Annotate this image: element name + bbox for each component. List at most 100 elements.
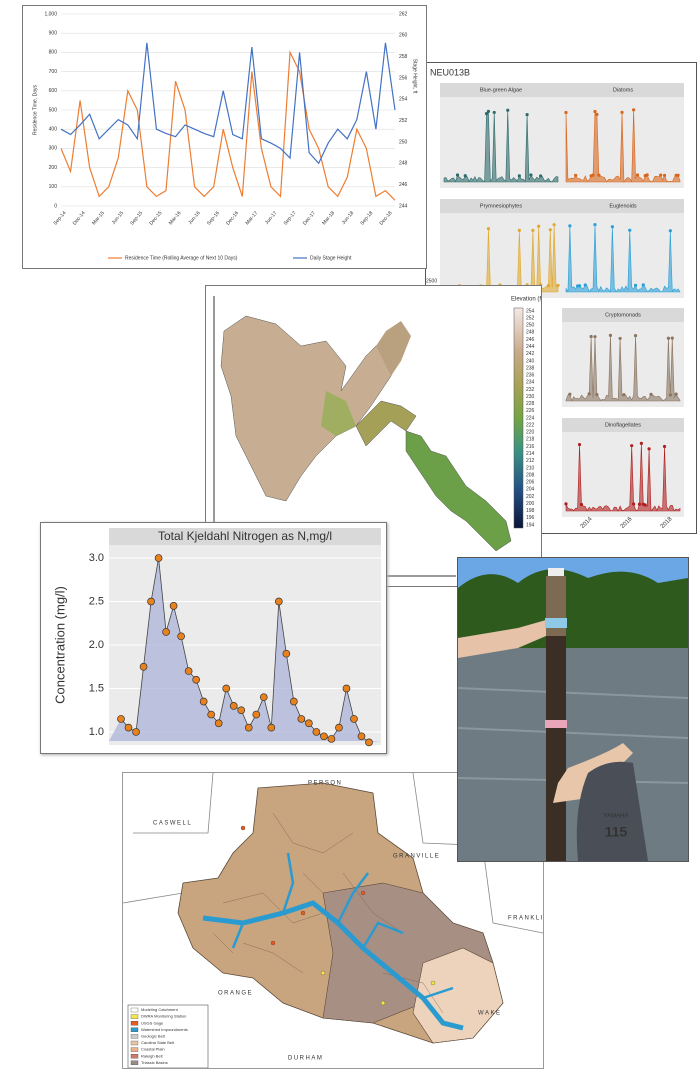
series-line	[61, 43, 395, 164]
legend-value: 210	[526, 465, 535, 471]
y2-tick-label: 254	[399, 97, 408, 103]
data-point	[366, 739, 373, 746]
legend-value: 212	[526, 458, 535, 464]
y-tick-label: 800	[49, 50, 58, 56]
y2-tick-label: 262	[399, 11, 408, 17]
data-point	[328, 735, 335, 742]
legend-label: USGS Gage	[141, 1020, 164, 1025]
y2-tick-label: 246	[399, 182, 408, 188]
legend-swatch	[131, 1054, 138, 1058]
x-tick-label: Mar-16	[168, 210, 183, 226]
legend-value: 224	[526, 415, 535, 421]
legend-label: Residence Time (Rolling Average of Next …	[125, 255, 238, 261]
legend-label: Geologic Belt	[141, 1033, 166, 1038]
data-point	[335, 724, 342, 731]
data-point	[140, 663, 147, 670]
data-point	[253, 711, 260, 718]
data-point	[193, 676, 200, 683]
x-tick-label: 2016	[620, 516, 634, 530]
data-point	[305, 720, 312, 727]
data-point	[155, 555, 162, 562]
county-label: GRANVILLE	[393, 854, 440, 860]
county-label: DURHAM	[288, 1056, 323, 1062]
y-tick-label: 900	[49, 31, 58, 37]
legend-swatch	[131, 1008, 138, 1012]
data-point	[170, 602, 177, 609]
station	[381, 1001, 385, 1005]
facet-label: Blue-green Algae	[480, 87, 522, 93]
legend-swatch	[131, 1015, 138, 1019]
x-tick-label: 2014	[580, 516, 594, 530]
cap	[548, 568, 564, 576]
y-tick-label: 1.5	[89, 682, 104, 694]
page: NEU013BBlue-green AlgaeDiatomsPrymnesiop…	[0, 0, 699, 1067]
data-point	[208, 711, 215, 718]
legend-swatch	[131, 1028, 138, 1032]
data-point	[343, 685, 350, 692]
legend-label: Daily Stage Height	[310, 255, 352, 261]
legend-value: 248	[526, 330, 535, 336]
station	[241, 826, 245, 830]
facet-label: Prymnesiophytes	[480, 203, 522, 209]
y-tick-label: 2500	[426, 278, 437, 284]
data-point	[185, 668, 192, 675]
legend-value: 252	[526, 315, 535, 321]
legend-title: Elevation (ft)	[511, 297, 542, 303]
data-point	[125, 724, 132, 731]
y2-tick-label: 258	[399, 54, 408, 60]
y2-tick-label: 256	[399, 75, 408, 81]
residence-chart: 01002003004005006007008009001,0002442462…	[22, 5, 427, 269]
data-point	[313, 728, 320, 735]
data-point	[298, 715, 305, 722]
water	[458, 648, 688, 861]
data-point	[200, 698, 207, 705]
tkn-chart: 1.01.52.02.53.0Total Kjeldahl Nitrogen a…	[40, 522, 387, 754]
legend-value: 216	[526, 444, 535, 450]
x-tick-label: 2018	[660, 516, 674, 530]
data-point	[238, 707, 245, 714]
county-label: ORANGE	[218, 991, 253, 997]
x-tick-label: Sep-14	[53, 210, 68, 226]
legend-value: 206	[526, 480, 535, 486]
data-point	[223, 685, 230, 692]
y-tick-label: 400	[49, 127, 58, 133]
legend-value: 232	[526, 387, 535, 393]
color-bar	[514, 308, 523, 528]
y-tick-label: 3.0	[89, 552, 104, 564]
legend-value: 202	[526, 494, 535, 500]
county-label: FRANKLIN	[508, 916, 544, 922]
data-point	[148, 598, 155, 605]
y2-tick-label: 260	[399, 33, 408, 39]
legend-value: 228	[526, 401, 535, 407]
motor-brand: YAMAHA	[604, 814, 629, 820]
legend-value: 222	[526, 422, 535, 428]
legend-value: 254	[526, 308, 535, 314]
facet-label: Euglenoids	[609, 203, 636, 209]
y2-tick-label: 250	[399, 139, 408, 145]
facet-label: Dinoflagellates	[605, 422, 641, 428]
x-tick-label: Dec-18	[379, 210, 394, 226]
legend-value: 208	[526, 472, 535, 478]
facet-label: Cryptomonads	[605, 312, 641, 318]
legend-value: 238	[526, 365, 535, 371]
motor-label: 115	[605, 824, 628, 840]
legend-value: 214	[526, 451, 535, 457]
y-tick-label: 1,000	[44, 11, 57, 17]
data-point	[245, 724, 252, 731]
legend-swatch	[131, 1034, 138, 1038]
y2-axis-label: Stage Height, ft	[412, 59, 418, 94]
legend-label: DWRA Monitoring Station	[141, 1014, 186, 1019]
y-tick-label: 0	[54, 203, 57, 209]
legend-value: 250	[526, 323, 535, 329]
data-point	[260, 694, 267, 701]
legend-swatch	[131, 1021, 138, 1025]
x-tick-label: Jun-17	[264, 210, 279, 226]
legend-value: 194	[526, 522, 535, 528]
y-tick-label: 200	[49, 165, 58, 171]
data-point	[215, 720, 222, 727]
legend-value: 240	[526, 358, 535, 364]
station	[271, 941, 275, 945]
x-tick-label: Jun-18	[341, 210, 356, 226]
data-point	[230, 702, 237, 709]
x-tick-label: Sep-17	[283, 210, 298, 226]
